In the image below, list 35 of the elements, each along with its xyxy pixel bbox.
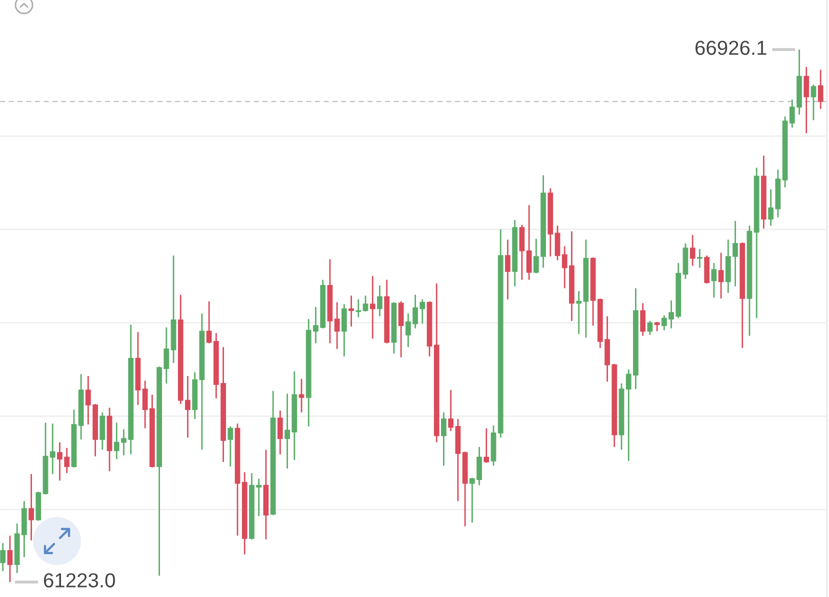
candlestick [519,224,525,281]
candlestick [640,302,646,337]
candlestick [448,389,454,432]
candlestick [810,84,816,121]
candlestick [711,262,717,298]
candlestick [0,542,6,572]
candlestick [100,412,106,450]
candlestick [554,224,560,261]
candlestick [377,284,382,317]
candlestick [228,426,234,468]
candlestick [356,298,362,318]
candlestick [362,295,368,312]
candlestick [50,422,56,475]
candlestick [526,204,532,281]
candlestick [334,302,340,350]
candlestick [818,69,824,110]
annotation: 61223.0 [44,573,115,588]
candlestick [718,252,724,300]
candlestick [348,295,354,328]
candlestick [654,321,660,332]
candlestick [697,248,702,268]
candlestick [441,412,446,466]
candlestick [690,234,696,267]
candlestick [370,275,376,340]
candlestick [341,303,347,358]
candlestick [7,534,13,583]
candlestick [298,378,304,414]
candlestick [398,300,404,358]
annotation: 66926.1 [696,40,766,55]
candlestick [28,473,34,542]
candlestick [277,410,283,456]
candlestick [484,428,490,464]
candlestick [647,320,653,336]
candlestick [505,238,510,300]
candlestick [804,66,810,134]
